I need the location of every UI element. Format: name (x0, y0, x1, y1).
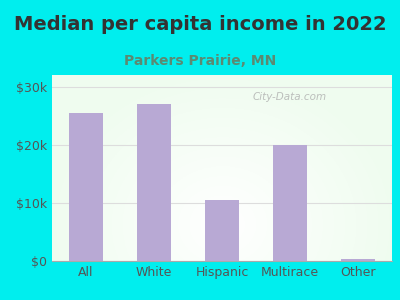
Bar (273, 145, 307, 261)
Bar (137, 104, 171, 261)
Text: Median per capita income in 2022: Median per capita income in 2022 (14, 15, 386, 34)
Bar (69, 113, 103, 261)
Text: Parkers Prairie, MN: Parkers Prairie, MN (124, 54, 276, 68)
Bar (205, 200, 239, 261)
Text: City-Data.com: City-Data.com (253, 92, 327, 102)
Bar (341, 259, 375, 261)
